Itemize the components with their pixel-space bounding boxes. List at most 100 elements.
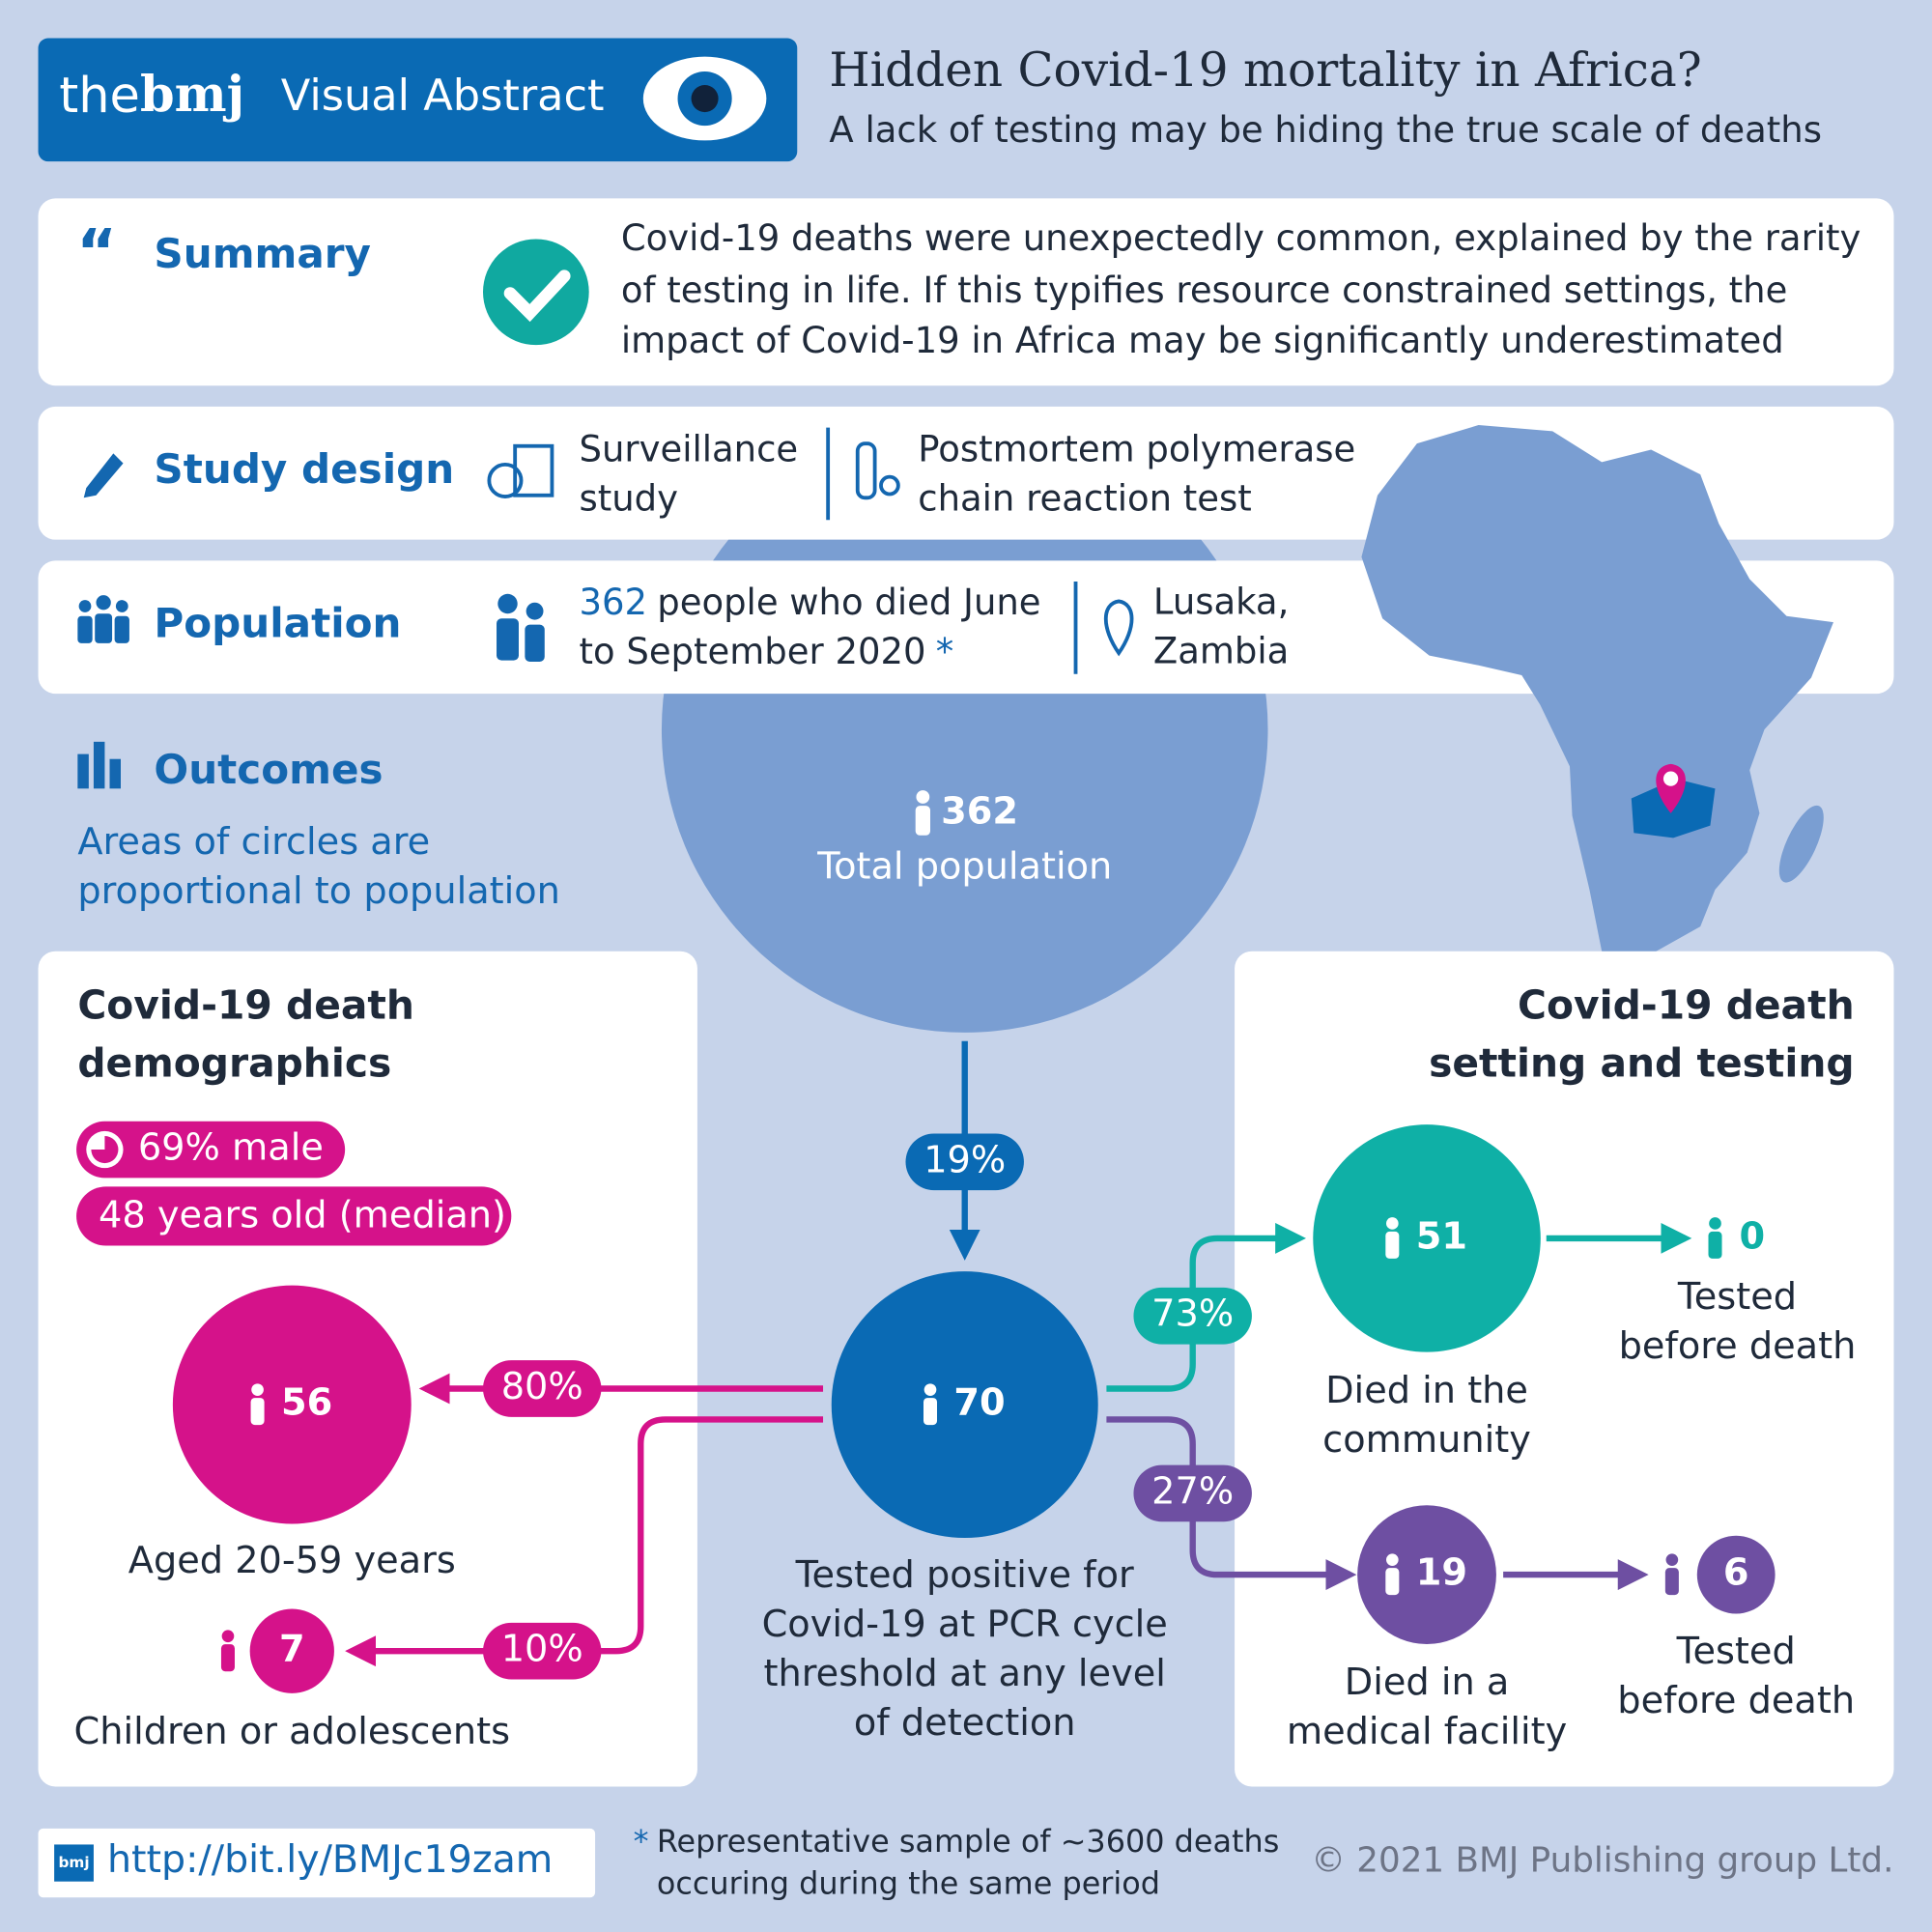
copyright: © 2021 BMJ Publishing group Ltd.: [1311, 1840, 1893, 1880]
note-mark: *: [936, 631, 953, 672]
quote-icon: “: [76, 217, 117, 289]
footnote: Representative sample of ~3600 deaths: [657, 1823, 1280, 1860]
shape: [93, 741, 105, 789]
check-icon: [483, 239, 589, 346]
outcomes-note: proportional to population: [77, 869, 560, 913]
shape: [77, 615, 93, 643]
population-circle: [1357, 1505, 1496, 1644]
person-icon: [1708, 1231, 1722, 1259]
circle-label: Total population: [816, 845, 1112, 889]
shape: [78, 600, 92, 612]
person-icon: [1664, 1568, 1679, 1596]
share: 73%: [1151, 1293, 1234, 1336]
design-item: Postmortem polymerase: [918, 428, 1355, 469]
shape: [526, 602, 544, 620]
circle-label: Died in the: [1325, 1369, 1528, 1412]
brand-bmj: bmj: [140, 66, 244, 124]
share: 10%: [501, 1628, 583, 1671]
logo-text: bmj: [58, 1854, 89, 1871]
url-box: [38, 1828, 596, 1898]
note-mark: *: [634, 1823, 649, 1860]
design-item: chain reaction test: [918, 477, 1252, 519]
circle-label: medical facility: [1287, 1710, 1567, 1753]
population-text: people who died June: [657, 582, 1040, 623]
population-count: 362: [579, 582, 647, 623]
shape: [96, 595, 111, 611]
summary-heading: Summary: [154, 230, 371, 277]
zambia-pin: [1656, 763, 1686, 813]
person-icon: [923, 1383, 937, 1396]
tube-icon: [855, 441, 877, 500]
person-icon: [251, 1383, 264, 1396]
population-text: to September 2020: [579, 631, 925, 672]
population-line: to September 2020 *: [579, 631, 953, 672]
population-line: 362 people who died June: [579, 582, 1040, 623]
design-item: study: [579, 477, 678, 519]
count: 56: [281, 1381, 332, 1425]
count: 362: [941, 789, 1018, 833]
person-icon: [923, 1398, 938, 1426]
share: 80%: [501, 1365, 583, 1408]
url[interactable]: http://bit.ly/BMJc19zam: [107, 1837, 553, 1882]
population-circle: [1696, 1535, 1776, 1614]
share-pill: [483, 1622, 602, 1680]
shape: [77, 753, 89, 789]
pair-icon: [497, 593, 545, 662]
count: 70: [953, 1381, 1005, 1425]
circle-label: of detection: [854, 1701, 1076, 1745]
header-box: [38, 38, 798, 162]
population-circle: [831, 1271, 1098, 1539]
panel-heading: setting and testing: [1429, 1039, 1855, 1086]
person-icon: [915, 806, 931, 836]
title: Hidden Covid-19 mortality in Africa?: [829, 43, 1701, 98]
doc-icon: [513, 443, 554, 497]
count: 19: [1416, 1551, 1467, 1595]
bmj-logo: [54, 1844, 94, 1882]
study-heading: Study design: [154, 445, 454, 493]
shape: [95, 613, 113, 643]
person-icon: [1385, 1231, 1400, 1259]
brand-the: the: [59, 68, 140, 125]
count: 51: [1416, 1214, 1467, 1258]
person-icon: [1385, 1568, 1400, 1596]
zambia-pin-dot: [1662, 771, 1679, 786]
circle-label: Died in a: [1345, 1661, 1510, 1704]
arrow: [345, 1416, 824, 1667]
population-heading: Population: [154, 599, 401, 646]
summary-line: Covid-19 deaths were unexpectedly common…: [621, 217, 1861, 259]
shape: [497, 618, 519, 661]
circle-label: Tested positive for: [795, 1553, 1134, 1597]
share-pill: [1133, 1464, 1252, 1522]
population-circle: [172, 1285, 412, 1524]
share-pill: [905, 1133, 1024, 1191]
virus-icon: [879, 474, 900, 497]
circle-label: Covid-19 at PCR cycle: [762, 1603, 1168, 1646]
circle-label: Tested: [1676, 1630, 1796, 1673]
design-item: Surveillance: [579, 428, 798, 469]
person-icon: [221, 1630, 235, 1643]
eye-pupil: [691, 85, 719, 113]
person-icon: [1709, 1217, 1721, 1230]
summary-box: [38, 198, 1894, 386]
brand: thebmj: [59, 66, 244, 125]
pencil-icon: [83, 453, 124, 498]
tag-pill: [76, 1186, 512, 1246]
person-icon: [1386, 1217, 1399, 1230]
shape: [115, 600, 128, 612]
person-icon: [916, 790, 930, 804]
outcomes-heading: Outcomes: [154, 746, 383, 793]
bars-icon: [77, 741, 121, 789]
circle-label: Aged 20-59 years: [128, 1539, 456, 1582]
share: 27%: [1151, 1469, 1234, 1513]
footnote: occuring during the same period: [657, 1865, 1160, 1902]
subtitle: A lack of testing may be hiding the true…: [829, 109, 1822, 151]
tag: 48 years old (median): [99, 1194, 506, 1237]
person-icon: [220, 1644, 235, 1672]
population-circle: [1313, 1124, 1541, 1352]
person-icon: [1386, 1553, 1399, 1566]
panel-heading: Covid-19 death: [1518, 981, 1855, 1028]
outcomes-note: Areas of circles are: [77, 820, 430, 864]
header-label: Visual Abstract: [281, 71, 605, 121]
